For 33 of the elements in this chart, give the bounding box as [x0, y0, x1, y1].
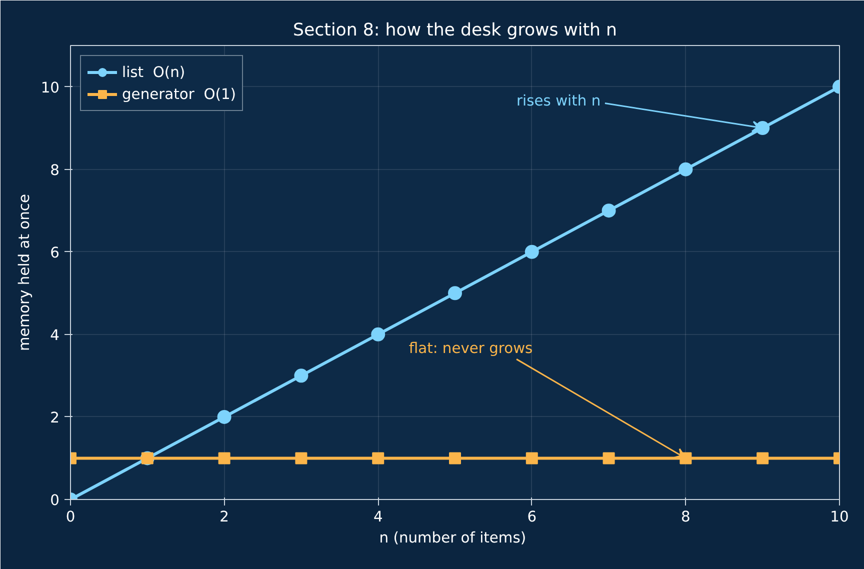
y-tick-label: 2 — [50, 409, 60, 426]
point — [526, 452, 538, 464]
point — [295, 452, 308, 464]
x-tick-label: 6 — [527, 508, 537, 526]
point — [524, 244, 539, 259]
annotation: flat: never grows — [408, 340, 533, 358]
point — [294, 368, 308, 383]
legend-label: generator O(1) — [122, 86, 236, 102]
y-tick-label: 6 — [50, 244, 60, 262]
point — [756, 452, 769, 464]
x-tick-label: 0 — [66, 508, 76, 526]
point — [372, 452, 384, 464]
point — [371, 327, 386, 342]
point — [602, 204, 616, 218]
point — [602, 452, 615, 464]
point — [678, 162, 693, 176]
y-tick-label: 8 — [50, 162, 60, 179]
annotation: rises with n — [516, 92, 601, 110]
x-axis-title: n (number of items) — [379, 530, 526, 546]
point — [218, 452, 230, 464]
y-tick-label: 4 — [50, 326, 60, 344]
legend-label: list O(n) — [122, 64, 186, 80]
x-tick-label: 8 — [681, 508, 690, 526]
x-tick-label: 4 — [373, 508, 383, 526]
y-axis-title: memory held at once — [16, 194, 33, 351]
y-tick-label: 0 — [50, 492, 60, 509]
point — [448, 286, 462, 300]
x-tick-label: 2 — [220, 508, 229, 526]
y-tick-label: 10 — [40, 79, 60, 96]
point — [217, 410, 232, 424]
point — [449, 452, 461, 464]
chart-title: Section 8: how the desk grows with n — [292, 20, 618, 40]
x-tick-label: 10 — [830, 508, 849, 526]
